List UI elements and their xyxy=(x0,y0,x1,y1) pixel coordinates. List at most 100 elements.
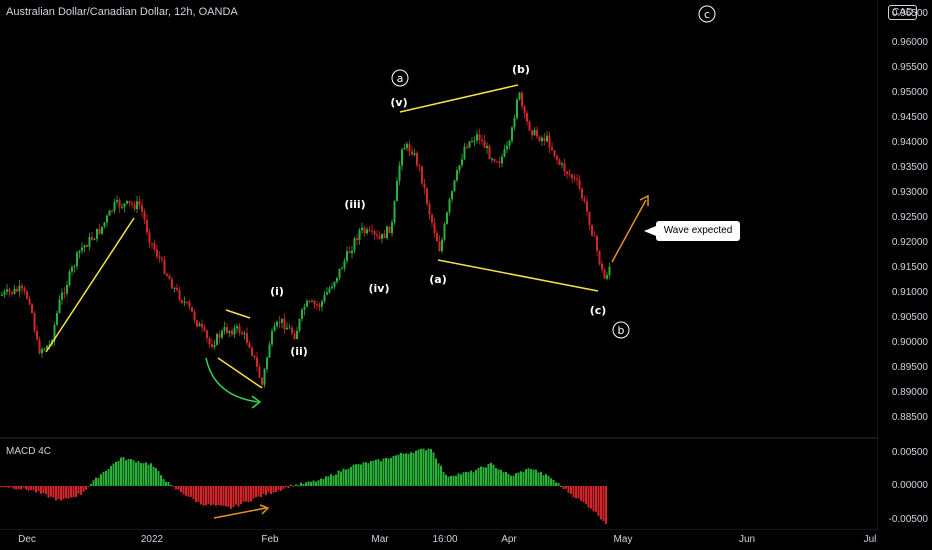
macd-bar xyxy=(97,477,100,486)
macd-tick: 0.00000 xyxy=(891,480,928,491)
candle-body xyxy=(101,226,103,234)
candle-body xyxy=(563,163,566,172)
candle-body xyxy=(301,309,303,319)
macd-bar xyxy=(137,461,140,486)
macd-bar xyxy=(15,486,17,490)
candle-body xyxy=(6,289,8,292)
candle-body xyxy=(3,291,6,295)
candle-body xyxy=(491,158,493,160)
candle-body xyxy=(388,226,391,234)
macd-bar xyxy=(605,486,607,525)
candle-body xyxy=(251,347,253,356)
price-tick: 0.93500 xyxy=(891,162,928,173)
price-tick: 0.94000 xyxy=(891,137,928,148)
wave-line xyxy=(217,357,263,389)
macd-bar xyxy=(377,459,380,486)
macd-bar xyxy=(422,448,425,486)
candle-body xyxy=(286,327,288,330)
macd-bar xyxy=(447,476,450,486)
macd-bar xyxy=(2,486,5,488)
wave-label: (a) xyxy=(429,273,446,286)
macd-bar xyxy=(292,486,295,487)
price-tick: 0.96000 xyxy=(891,37,928,48)
candle-body xyxy=(373,231,376,235)
time-label: Feb xyxy=(261,534,279,545)
macd-bar xyxy=(427,448,430,486)
candle-body xyxy=(71,267,73,272)
candle-body xyxy=(188,301,191,307)
macd-bar xyxy=(310,481,312,486)
candle-body xyxy=(26,291,28,299)
macd-bar xyxy=(370,461,372,486)
currency-badge[interactable]: CAD xyxy=(888,5,918,20)
candle-body xyxy=(481,140,483,142)
macd-bar xyxy=(277,486,280,491)
price-tick: 0.95000 xyxy=(891,87,928,98)
candle-body xyxy=(271,331,273,345)
candle-body xyxy=(206,330,208,339)
time-label: Jul xyxy=(863,534,877,545)
macd-bar xyxy=(555,482,557,486)
macd-bar xyxy=(327,476,330,486)
candle-body xyxy=(473,140,476,142)
macd-bar xyxy=(455,475,457,486)
macd-bar xyxy=(467,472,470,486)
candle-body xyxy=(383,233,386,239)
macd-bar xyxy=(490,462,492,486)
macd-bar xyxy=(187,486,190,497)
price-chart[interactable]: (b) (v) (iii) (iv) (i) (ii) (a) (c) a b c xyxy=(0,0,878,530)
macd-bar xyxy=(295,484,297,486)
candle-body xyxy=(141,204,143,212)
candle-body xyxy=(341,268,343,270)
macd-bar xyxy=(315,481,317,486)
candle-body xyxy=(321,301,323,307)
candle-body xyxy=(591,225,593,236)
candle-body xyxy=(428,204,431,215)
macd-bar xyxy=(585,486,587,505)
candle-body xyxy=(353,238,356,251)
candle-body xyxy=(253,355,256,358)
macd-bar xyxy=(472,472,475,486)
macd-bar xyxy=(12,486,15,489)
macd-bar xyxy=(287,486,290,489)
macd-bar xyxy=(575,486,577,499)
macd-bar xyxy=(402,453,405,486)
candle-body xyxy=(366,229,368,234)
candle-body xyxy=(461,159,463,166)
macd-bar xyxy=(60,486,62,501)
candle-body xyxy=(561,163,563,165)
candle-body xyxy=(443,223,446,240)
candle-body xyxy=(431,214,433,223)
macd-axis[interactable]: 0.00500 0.00000 -0.00500 xyxy=(878,438,932,530)
time-axis[interactable]: Dec 2022 Feb Mar 16:00 Apr May Jun Jul xyxy=(0,530,878,550)
macd-bar xyxy=(30,486,32,491)
candle-body xyxy=(386,226,388,239)
macd-bar xyxy=(320,478,322,486)
candle-body xyxy=(191,306,193,312)
macd-bar xyxy=(395,455,397,486)
macd-bar xyxy=(192,486,195,500)
candle-body xyxy=(468,141,471,148)
candle-body xyxy=(376,234,378,236)
macd-bar xyxy=(340,471,342,486)
candle-body xyxy=(268,344,271,358)
candle-body xyxy=(128,200,131,204)
candle-body xyxy=(196,320,198,327)
wave-expected-callout[interactable]: Wave expected xyxy=(656,221,740,241)
macd-bar xyxy=(45,486,47,495)
macd-bar xyxy=(300,482,302,486)
candle-body xyxy=(308,300,311,302)
price-tick: 0.91000 xyxy=(891,287,928,298)
candle-body xyxy=(536,129,538,137)
macd-bar xyxy=(202,486,205,506)
macd-bar xyxy=(55,486,57,501)
macd-bar xyxy=(390,458,392,486)
price-axis[interactable]: 0.96500 0.96000 0.95500 0.95000 0.94500 … xyxy=(878,0,932,438)
macd-indicator-label[interactable]: MACD 4C xyxy=(6,446,52,457)
macd-bar xyxy=(127,459,130,486)
macd-bar xyxy=(177,486,180,490)
macd-bar xyxy=(462,472,465,486)
macd-bar xyxy=(22,486,25,488)
candle-body xyxy=(76,252,78,267)
price-tick: 0.95500 xyxy=(891,62,928,73)
